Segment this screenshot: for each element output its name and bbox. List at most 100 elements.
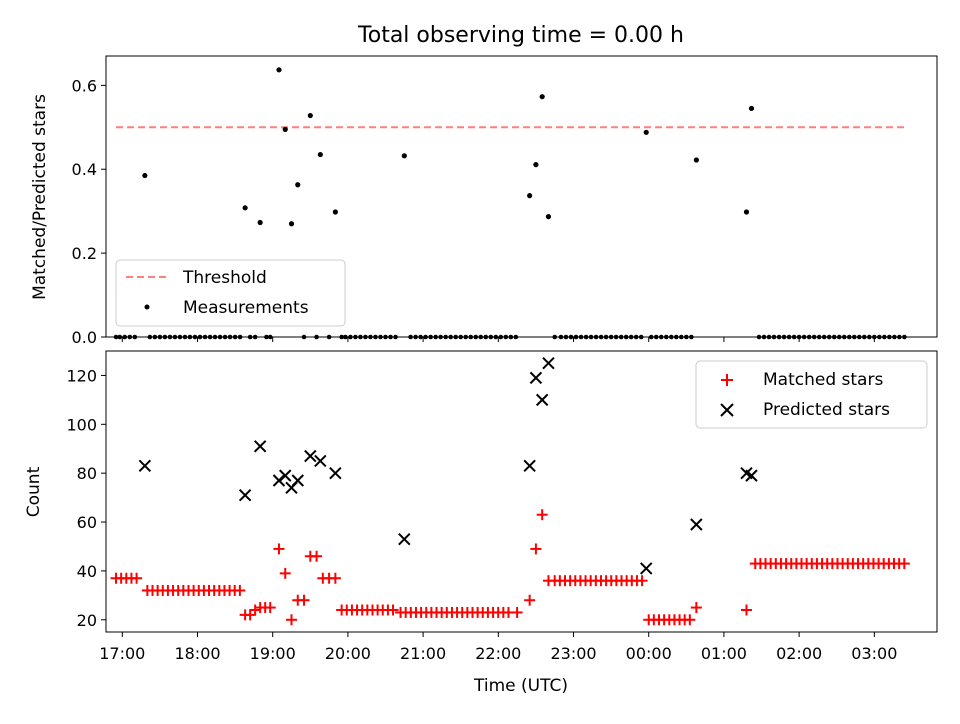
- measurement-point: [628, 334, 634, 340]
- measurement-point: [776, 334, 782, 340]
- measurement-point: [862, 334, 867, 340]
- measurement-point: [192, 334, 198, 340]
- predicted-star-point: [745, 469, 758, 482]
- bottom-x-tick-label: 17:00: [99, 644, 145, 663]
- measurement-point: [358, 334, 363, 340]
- threshold-legend-label: Threshold: [182, 268, 267, 288]
- bottom-x-tick-label: 22:00: [475, 644, 521, 663]
- measurement-point: [887, 334, 892, 340]
- predicted-star-point: [329, 466, 342, 480]
- measurement-point: [872, 334, 877, 340]
- measurement-point: [142, 172, 148, 179]
- measurement-point: [478, 334, 484, 340]
- measurement-point: [892, 334, 897, 340]
- measurement-point: [831, 334, 837, 340]
- measurement-point: [276, 67, 282, 73]
- bottom-legend-box: [695, 360, 928, 429]
- bottom-x-tick-label: 21:00: [400, 644, 446, 663]
- measurement-point: [653, 334, 659, 340]
- bottom-y-tick-label: 80: [77, 464, 97, 483]
- measurement-point: [673, 334, 679, 340]
- top-plot-area: 0.0 0.2 0.4 0.6: [72, 55, 938, 347]
- top-chart-title: Total observing time = 0.00 h: [357, 23, 684, 48]
- measurement-point: [488, 334, 494, 340]
- bottom-y-tick-label: 20: [77, 611, 97, 630]
- measurement-point: [113, 334, 119, 340]
- measurement-point: [679, 334, 684, 340]
- measurement-point: [563, 334, 569, 340]
- measurement-point: [689, 334, 694, 340]
- measurement-point: [132, 334, 138, 340]
- predicted-star-point: [138, 459, 152, 473]
- matched-star-point: [311, 550, 323, 562]
- measurement-point: [295, 182, 301, 188]
- measurement-point: [282, 126, 288, 132]
- top-y-tick-label: 0.4: [72, 160, 97, 179]
- bottom-plot-frame: [105, 350, 938, 633]
- matched-star-point: [898, 558, 910, 570]
- measurement-point: [247, 334, 253, 340]
- measurement-point: [393, 334, 398, 340]
- predicted-stars-legend-swatch: [720, 403, 734, 417]
- measurement-point: [743, 209, 750, 215]
- top-y-tick-label: 0.2: [72, 244, 97, 263]
- measurement-point: [781, 334, 787, 340]
- measurement-point: [373, 334, 378, 340]
- measurement-point: [533, 162, 539, 168]
- bottom-x-tick-label: 20:00: [325, 644, 371, 663]
- measurement-point: [748, 105, 755, 112]
- bottom-x-tick-label: 23:00: [550, 644, 596, 663]
- measurement-point: [443, 334, 448, 340]
- measurement-point: [408, 334, 413, 340]
- measurements-legend-swatch: [144, 304, 150, 310]
- bottom-x-tick-label: 02:00: [776, 644, 822, 663]
- matched-star-point: [690, 602, 702, 614]
- measurement-point: [332, 209, 338, 215]
- top-y-axis-label: Matched/Predicted stars: [30, 94, 50, 300]
- bottom-plot-area: 20 40 60 80 100 120 17:00 18:00 19:00 20:00 21:00 2…: [66, 350, 938, 663]
- measurement-point: [648, 334, 654, 340]
- bottom-y-tick-label: 120: [66, 366, 97, 385]
- measurement-point: [317, 151, 323, 158]
- measurement-point: [237, 334, 243, 340]
- measurement-point: [811, 334, 817, 340]
- measurement-point: [856, 334, 862, 340]
- matched-star-point: [298, 594, 310, 606]
- measurement-point: [761, 334, 767, 340]
- top-y-tick-label: 0.6: [72, 76, 97, 95]
- bottom-y-axis-label: Count: [24, 466, 44, 517]
- measurement-point: [801, 334, 807, 340]
- measurement-point: [539, 94, 545, 100]
- measurement-point: [162, 334, 168, 340]
- predicted-star-point: [523, 459, 536, 473]
- measurement-point: [877, 334, 882, 340]
- measurement-point: [264, 334, 269, 340]
- measurement-point: [433, 334, 438, 340]
- matched-stars-legend-label: Matched stars: [763, 370, 883, 390]
- bottom-legend: Matched stars Predicted stars: [695, 360, 928, 429]
- measurement-point: [766, 334, 772, 340]
- measurement-point: [633, 334, 639, 340]
- measurement-point: [545, 214, 552, 220]
- top-legend: Threshold Measurements: [115, 259, 346, 327]
- matched-star-point: [542, 575, 554, 587]
- predicted-stars-legend-label: Predicted stars: [763, 400, 890, 420]
- measurement-point: [902, 334, 907, 340]
- predicted-star-point: [314, 454, 327, 468]
- predicted-star-point: [535, 393, 549, 407]
- measurement-point: [638, 334, 644, 340]
- predicted-star-point: [238, 488, 252, 502]
- measurement-point: [473, 334, 479, 340]
- measurement-point: [388, 334, 393, 340]
- matched-stars-legend-swatch: [721, 374, 733, 386]
- predicted-star-point: [304, 449, 317, 463]
- measurement-point: [663, 334, 669, 340]
- matched-star-point: [329, 572, 341, 584]
- predicted-star-point: [253, 440, 267, 453]
- measurement-point: [187, 334, 193, 340]
- measurement-point: [438, 334, 443, 340]
- top-legend-box: [115, 259, 346, 327]
- measurement-point: [207, 334, 213, 340]
- bottom-x-tick-label: 19:00: [250, 644, 296, 663]
- matched-star-point: [286, 614, 298, 626]
